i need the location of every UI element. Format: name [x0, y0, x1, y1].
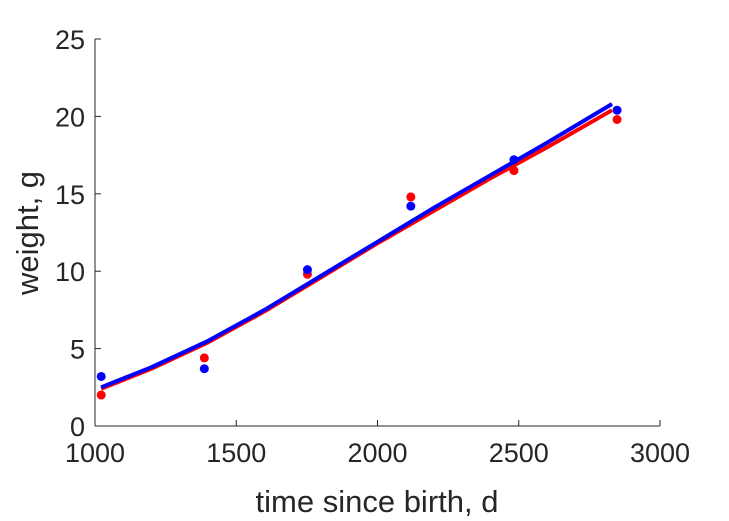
fit-line	[100, 108, 613, 391]
x-tick-label: 1500	[206, 438, 266, 468]
y-tick-label: 20	[55, 102, 85, 132]
x-tick-label: 3000	[630, 438, 690, 468]
data-point	[199, 364, 209, 374]
x-tick-label: 2500	[489, 438, 549, 468]
data-point	[509, 155, 519, 165]
data-points	[96, 105, 622, 400]
fit-lines	[100, 102, 614, 391]
axes: 1000 1500 2000 2500 3000 0 5 10 15 20 25	[55, 25, 690, 468]
x-tick-label: 1000	[65, 438, 125, 468]
fit-line	[100, 102, 614, 390]
y-tick-label: 10	[55, 257, 85, 287]
data-point	[406, 201, 416, 211]
y-tick-label: 0	[70, 412, 85, 442]
data-point	[406, 192, 416, 202]
y-tick-label: 5	[70, 335, 85, 365]
data-point	[302, 265, 312, 275]
data-point	[96, 390, 106, 400]
x-tick-label: 2000	[347, 438, 407, 468]
y-tick-label: 15	[55, 180, 85, 210]
data-point	[612, 114, 622, 124]
data-point	[199, 353, 209, 363]
y-tick-label: 25	[55, 25, 85, 55]
data-point	[96, 371, 106, 381]
data-point	[509, 166, 519, 176]
x-axis-label: time since birth, d	[256, 484, 499, 519]
data-point	[612, 105, 622, 115]
y-axis-label: weight, g	[10, 171, 45, 296]
